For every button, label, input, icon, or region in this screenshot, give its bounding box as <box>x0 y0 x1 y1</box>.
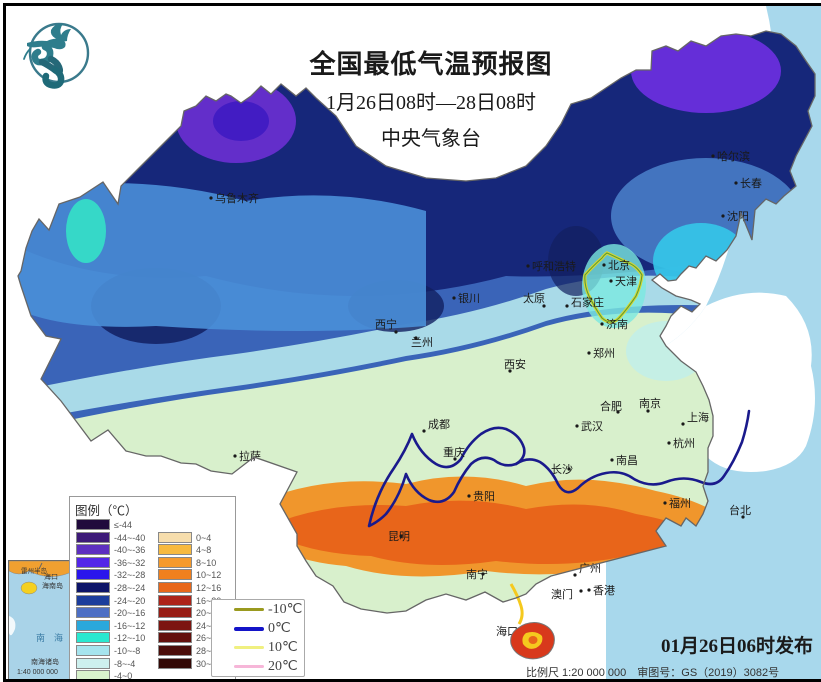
svg-text:长沙: 长沙 <box>551 463 573 476</box>
svg-text:长春: 长春 <box>740 177 762 190</box>
svg-text:太原: 太原 <box>523 292 545 305</box>
svg-text:呼和浩特: 呼和浩特 <box>532 259 576 273</box>
svg-text:台北: 台北 <box>729 503 751 517</box>
svg-text:福州: 福州 <box>669 496 691 510</box>
svg-text:银川: 银川 <box>458 291 480 305</box>
svg-text:沈阳: 沈阳 <box>727 209 749 223</box>
svg-text:南京: 南京 <box>639 396 661 410</box>
svg-text:石家庄: 石家庄 <box>571 295 604 309</box>
svg-text:杭州: 杭州 <box>673 436 695 450</box>
svg-text:西宁: 西宁 <box>375 317 397 331</box>
svg-text:成都: 成都 <box>428 418 450 431</box>
svg-text:重庆: 重庆 <box>443 445 465 459</box>
svg-text:北京: 北京 <box>608 258 630 272</box>
svg-text:兰州: 兰州 <box>411 336 433 349</box>
svg-text:南宁: 南宁 <box>466 567 488 581</box>
svg-text:南海诸岛: 南海诸岛 <box>31 657 59 666</box>
svg-text:南昌: 南昌 <box>616 454 638 467</box>
svg-text:天津: 天津 <box>615 275 637 288</box>
svg-text:上海: 上海 <box>687 410 709 424</box>
svg-text:武汉: 武汉 <box>581 420 603 433</box>
svg-text:1:40 000 000: 1:40 000 000 <box>17 669 58 676</box>
svg-text:海南岛: 海南岛 <box>42 581 63 590</box>
svg-text:合肥: 合肥 <box>600 399 622 413</box>
svg-text:济南: 济南 <box>606 317 628 331</box>
svg-text:昆明: 昆明 <box>388 530 410 543</box>
svg-text:哈尔滨: 哈尔滨 <box>717 149 750 163</box>
svg-text:雷州半岛: 雷州半岛 <box>21 566 47 575</box>
svg-text:澳门: 澳门 <box>551 587 573 601</box>
svg-text:南 海: 南 海 <box>36 632 63 643</box>
svg-text:贵阳: 贵阳 <box>473 490 495 503</box>
svg-text:乌鲁木齐: 乌鲁木齐 <box>215 191 259 205</box>
svg-text:西安: 西安 <box>504 357 526 371</box>
svg-text:郑州: 郑州 <box>593 346 615 360</box>
svg-text:香港: 香港 <box>593 584 615 597</box>
